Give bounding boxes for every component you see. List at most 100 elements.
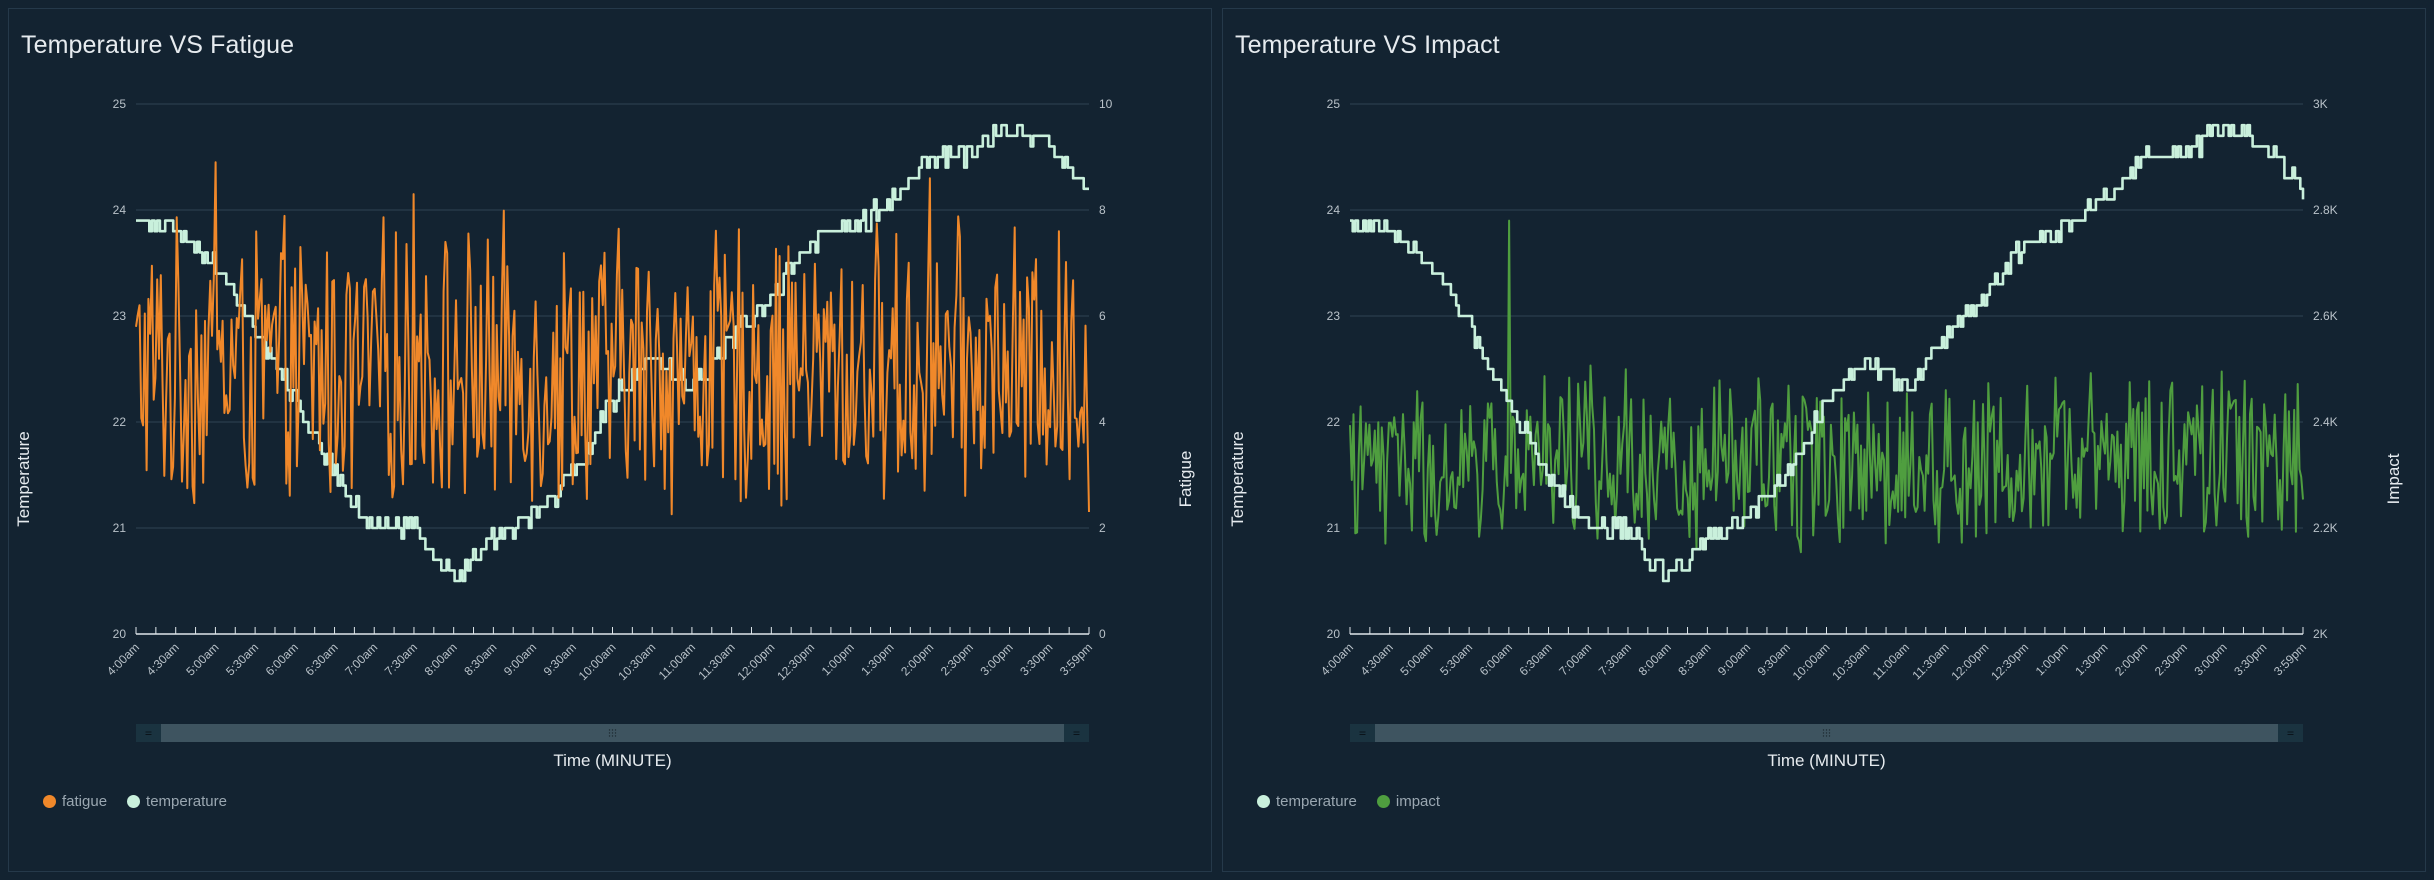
y-tick-label-left: 24: [113, 203, 127, 217]
x-tick-label: 2:30pm: [938, 640, 976, 678]
x-tick-label: 8:00am: [422, 640, 460, 678]
x-tick-label: 6:30am: [302, 640, 340, 678]
x-tick-label: 10:30am: [615, 640, 658, 683]
y-tick-label-right: 2.2K: [2313, 521, 2338, 535]
legend-label: impact: [1395, 793, 1441, 810]
x-tick-label: 7:30am: [382, 640, 420, 678]
slider-handle-left[interactable]: [1350, 724, 1375, 742]
drag-grip-icon: [614, 732, 617, 734]
slider-handle-left[interactable]: [136, 724, 161, 742]
y-tick-label-right: 2K: [2313, 627, 2328, 641]
x-tick-label: 2:30pm: [2152, 640, 2190, 678]
x-tick-label: 6:00am: [263, 640, 301, 678]
y-tick-label-left: 20: [113, 627, 127, 641]
x-tick-label: 4:00am: [104, 640, 142, 678]
slider-handle-right[interactable]: [2278, 724, 2303, 742]
y-tick-label-left: 24: [1327, 203, 1341, 217]
x-tick-label: 1:30pm: [2072, 640, 2110, 678]
x-tick-label: 9:00am: [1715, 640, 1753, 678]
y-tick-label-right: 3K: [2313, 97, 2328, 111]
drag-grip-icon: [1828, 729, 1831, 731]
x-tick-label: 3:00pm: [2191, 640, 2229, 678]
drag-grip-icon: [614, 729, 617, 731]
y-tick-label-right: 2: [1099, 521, 1106, 535]
x-tick-label: 1:00pm: [819, 640, 857, 678]
x-tick-label: 7:00am: [342, 640, 380, 678]
legend: fatigue temperature: [43, 793, 227, 810]
x-tick-label: 9:00am: [501, 640, 539, 678]
legend-dot-icon: [1376, 795, 1390, 808]
x-tick-label: 8:30am: [1675, 640, 1713, 678]
series-line-fatigue: [135, 161, 1090, 516]
y-tick-label-left: 22: [1327, 415, 1341, 429]
x-tick-label: 2:00pm: [898, 640, 936, 678]
y-tick-label-left: 25: [113, 97, 127, 111]
drag-grip-icon: [1825, 732, 1828, 734]
legend-item-impact[interactable]: impact: [1376, 793, 1441, 810]
x-tick-label: 6:30am: [1516, 640, 1554, 678]
panel-title: Temperature VS Fatigue: [21, 31, 295, 59]
y-tick-label-right: 2.4K: [2313, 415, 2338, 429]
x-tick-label: 12:00pm: [735, 640, 778, 683]
y-tick-label-right: 4: [1099, 415, 1106, 429]
x-tick-label: 4:30am: [144, 640, 182, 678]
x-tick-label: 3:00pm: [977, 640, 1015, 678]
y-axis-title-left: Temperature: [14, 431, 33, 526]
y-axis-title-right: Fatigue: [1176, 451, 1195, 508]
legend-dot-icon: [1257, 795, 1270, 808]
drag-grip-icon: [608, 732, 611, 734]
x-axis-title: Time (MINUTE): [1767, 751, 1885, 770]
legend-label: temperature: [1276, 793, 1357, 810]
series-line-temperature: [1350, 123, 2305, 583]
legend-item-temperature[interactable]: temperature: [127, 793, 227, 810]
drag-grip-icon: [611, 735, 614, 737]
chart-temperature-vs-impact: 20 21 22 23 24 25 2K 2.2K 2.4K 2.6K 2.8K 3K 4:00am 4:…: [1228, 97, 2403, 770]
x-tick-label: 7:00am: [1556, 640, 1594, 678]
x-tick-label: 5:00am: [1397, 640, 1435, 678]
drag-grip-icon: [611, 729, 614, 731]
drag-grip-icon: [1822, 735, 1825, 737]
x-tick-label: 3:30pm: [2231, 640, 2269, 678]
x-tick-label: 8:00am: [1636, 640, 1674, 678]
y-tick-label-left: 23: [1327, 309, 1341, 323]
slider-handle-right[interactable]: [1064, 724, 1089, 742]
x-tick-label: 9:30am: [1755, 640, 1793, 678]
y-tick-label-right: 8: [1099, 203, 1106, 217]
x-tick-label: 4:00am: [1318, 640, 1356, 678]
drag-grip-icon: [1828, 732, 1831, 734]
drag-grip-icon: [1825, 729, 1828, 731]
drag-grip-icon: [611, 732, 614, 734]
y-axis-title-right: Impact: [2384, 453, 2403, 504]
y-tick-label-right: 6: [1099, 309, 1106, 323]
x-tick-label: 2:00pm: [2112, 640, 2150, 678]
x-tick-label: 11:00am: [656, 640, 698, 682]
series-line-impact: [1349, 219, 2304, 554]
legend-item-fatigue[interactable]: fatigue: [43, 793, 107, 810]
legend: temperature impact: [1257, 793, 1440, 810]
legend-dot-icon: [127, 795, 141, 808]
x-tick-label: 3:59pm: [1057, 640, 1095, 678]
x-tick-label: 3:59pm: [2271, 640, 2309, 678]
x-tick-label: 11:30am: [695, 640, 737, 682]
x-tick-label: 6:00am: [1477, 640, 1515, 678]
x-tick-label: 10:00am: [1790, 640, 1833, 683]
x-tick-label: 12:30pm: [1988, 640, 2031, 683]
x-tick-label: 5:30am: [1437, 640, 1475, 678]
y-tick-label-left: 20: [1327, 627, 1341, 641]
x-tick-label: 12:00pm: [1949, 640, 1992, 683]
x-tick-label: 5:30am: [223, 640, 261, 678]
x-tick-label: 9:30am: [541, 640, 579, 678]
y-axis-title-left: Temperature: [1228, 431, 1247, 526]
drag-grip-icon: [608, 729, 611, 731]
legend-item-temperature[interactable]: temperature: [1257, 793, 1357, 810]
panel-temperature-vs-fatigue: Temperature VS Fatigue 20 21 22 23 24 25 0 2 4 6 8…: [8, 8, 1212, 872]
y-tick-label-left: 22: [113, 415, 127, 429]
y-tick-label-left: 21: [113, 521, 127, 535]
drag-grip-icon: [1828, 735, 1831, 737]
x-tick-label: 3:30pm: [1017, 640, 1055, 678]
x-tick-label: 1:00pm: [2033, 640, 2071, 678]
drag-grip-icon: [1822, 729, 1825, 731]
x-axis-title: Time (MINUTE): [553, 751, 671, 770]
panel-temperature-vs-impact: Temperature VS Impact 20 21 22 23 24 25 2K 2.2K…: [1222, 8, 2426, 872]
panel-title: Temperature VS Impact: [1235, 31, 1500, 59]
